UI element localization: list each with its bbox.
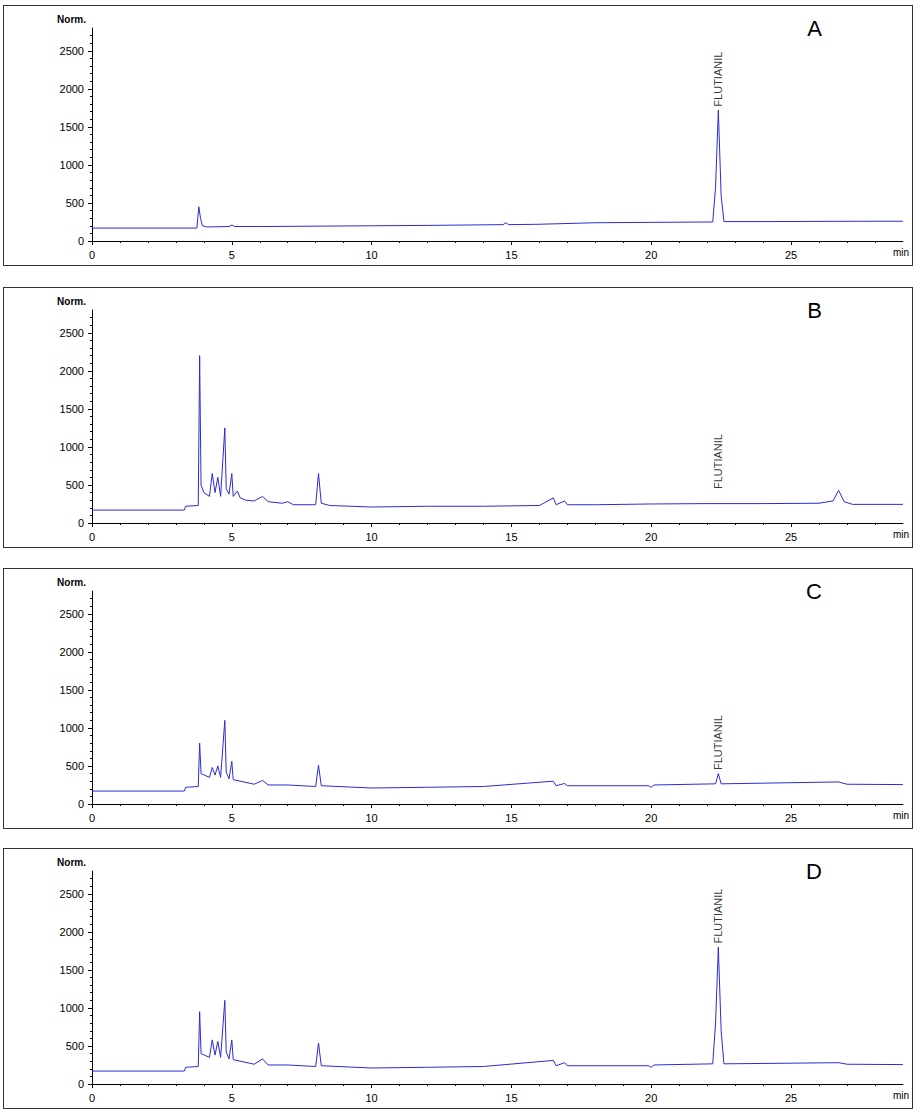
svg-text:2500: 2500 [60, 888, 84, 900]
svg-text:1000: 1000 [60, 1002, 84, 1014]
svg-text:1500: 1500 [60, 121, 84, 133]
svg-text:FLUTIANIL: FLUTIANIL [712, 434, 724, 489]
svg-text:min: min [893, 810, 909, 821]
svg-text:1000: 1000 [60, 722, 84, 734]
svg-text:A: A [807, 16, 822, 41]
svg-text:min: min [893, 1090, 909, 1101]
svg-text:15: 15 [505, 812, 517, 824]
svg-text:0: 0 [89, 812, 95, 824]
svg-text:Norm.: Norm. [57, 857, 86, 868]
svg-text:0: 0 [78, 517, 84, 529]
svg-text:25: 25 [785, 531, 797, 543]
svg-text:10: 10 [365, 531, 377, 543]
svg-text:FLUTIANIL: FLUTIANIL [712, 889, 724, 944]
svg-text:1000: 1000 [60, 441, 84, 453]
svg-text:10: 10 [365, 249, 377, 261]
svg-text:0: 0 [78, 1078, 84, 1090]
svg-text:20: 20 [645, 531, 657, 543]
svg-text:FLUTIANIL: FLUTIANIL [712, 52, 724, 107]
svg-text:2000: 2000 [60, 646, 84, 658]
svg-text:1500: 1500 [60, 403, 84, 415]
svg-text:B: B [807, 298, 822, 323]
svg-text:2000: 2000 [60, 926, 84, 938]
svg-text:C: C [806, 579, 822, 604]
svg-text:500: 500 [66, 197, 84, 209]
svg-text:0: 0 [89, 249, 95, 261]
svg-text:min: min [893, 247, 909, 258]
svg-text:D: D [806, 859, 822, 884]
svg-text:2500: 2500 [60, 608, 84, 620]
svg-text:10: 10 [365, 812, 377, 824]
svg-text:20: 20 [645, 812, 657, 824]
svg-text:0: 0 [89, 531, 95, 543]
svg-text:1500: 1500 [60, 964, 84, 976]
svg-text:500: 500 [66, 479, 84, 491]
svg-text:0: 0 [78, 798, 84, 810]
svg-text:Norm.: Norm. [57, 14, 86, 25]
svg-text:2500: 2500 [60, 45, 84, 57]
svg-text:Norm.: Norm. [57, 296, 86, 307]
svg-text:500: 500 [66, 760, 84, 772]
svg-text:Norm.: Norm. [57, 577, 86, 588]
svg-text:2500: 2500 [60, 327, 84, 339]
svg-text:25: 25 [785, 812, 797, 824]
svg-text:FLUTIANIL: FLUTIANIL [712, 715, 724, 770]
svg-text:5: 5 [229, 812, 235, 824]
svg-text:1500: 1500 [60, 684, 84, 696]
svg-text:2000: 2000 [60, 83, 84, 95]
svg-text:0: 0 [89, 1092, 95, 1104]
svg-text:min: min [893, 529, 909, 540]
svg-text:1000: 1000 [60, 159, 84, 171]
svg-text:15: 15 [505, 531, 517, 543]
svg-text:25: 25 [785, 249, 797, 261]
svg-text:5: 5 [229, 1092, 235, 1104]
svg-text:15: 15 [505, 249, 517, 261]
svg-text:10: 10 [365, 1092, 377, 1104]
svg-text:20: 20 [645, 1092, 657, 1104]
svg-text:5: 5 [229, 249, 235, 261]
svg-text:15: 15 [505, 1092, 517, 1104]
svg-text:20: 20 [645, 249, 657, 261]
svg-text:5: 5 [229, 531, 235, 543]
svg-text:500: 500 [66, 1040, 84, 1052]
svg-text:0: 0 [78, 235, 84, 247]
svg-text:25: 25 [785, 1092, 797, 1104]
svg-text:2000: 2000 [60, 365, 84, 377]
